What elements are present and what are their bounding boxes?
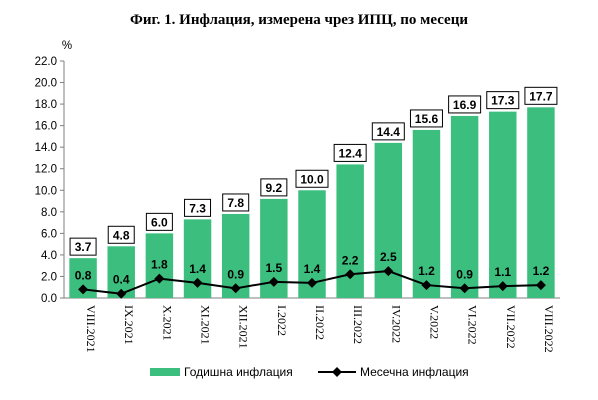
y-tick-label: 22.0 [35,56,57,68]
y-tick-label: 18.0 [35,99,57,111]
y-tick-label: 12.0 [35,164,57,176]
line-point [78,284,89,295]
chart-title: Фиг. 1. Инфлация, измерена чрез ИПЦ, по … [130,12,468,28]
x-tick-label: VIII.2021 [84,305,98,353]
bar-data-label: 17.7 [529,89,553,103]
bar-data-label: 7.3 [189,201,206,215]
bar-data-label-box [333,143,367,162]
line-point [497,281,508,292]
bar-data-label-box [486,91,520,110]
bar-data-label-box [184,198,212,217]
line-data-label: 1.5 [266,261,283,275]
bar [527,107,555,298]
line-point [116,288,127,299]
bar-data-label: 6.0 [151,215,168,229]
y-tick-label: 0.0 [41,293,57,305]
legend-label-annual: Годишна инфлация [184,365,293,379]
bar-data-label: 7.8 [227,196,244,210]
bar-data-label: 16.9 [453,98,477,112]
line-data-label: 2.2 [342,253,359,267]
y-tick-label: 14.0 [35,142,57,154]
line-point [383,266,394,277]
bar-data-label: 17.3 [491,94,515,108]
x-tick-label: XI.2021 [199,305,213,345]
y-tick-label: 8.0 [41,207,57,219]
x-tick-label: IX.2021 [122,305,136,345]
line-data-label: 1.8 [151,258,168,272]
line-data-label: 1.2 [418,264,435,278]
line-point [268,276,279,287]
x-tick-label: V.2022 [427,305,441,339]
x-tick-label: IV.2022 [389,305,403,343]
line-point [345,269,356,280]
y-axis-label: % [62,40,72,52]
bar-data-label: 15.6 [415,112,439,126]
bar-data-label-box [409,109,443,128]
plot-area: 0.0 2.0 4.0 6.0 8.0 10.0 12.0 14.0 16.0 18.0 20.0 2… [35,56,560,353]
line-point [459,283,470,294]
legend-marker-monthly [332,367,342,377]
bar-data-label: 4.8 [113,228,130,242]
y-tick-label: 16.0 [35,121,57,133]
bar [450,115,479,298]
bar [145,233,174,298]
bar [412,129,441,298]
y-tick-label: 20.0 [35,78,57,90]
bar-data-label-box [295,169,329,188]
line-point [535,280,546,291]
x-tick-label: VIII.2022 [542,305,556,353]
legend-label-monthly: Месечна инфлация [360,365,469,379]
line-data-label: 1.1 [494,265,511,279]
bar-data-label: 9.2 [266,181,283,195]
bar-data-label-box [145,212,173,231]
bar-data-label-box [371,122,405,141]
line-data-label: 1.4 [304,262,321,276]
line-point [307,277,317,288]
line-data-label: 2.5 [380,250,397,264]
y-tick-label: 4.0 [41,250,57,262]
bar-data-label: 10.0 [300,172,324,186]
x-tick-label: X.2021 [160,305,174,341]
line-point [421,280,432,291]
line-data-label: 1.2 [533,264,550,278]
x-tick-label: III.2022 [351,305,365,344]
line-data-label: 0.8 [75,268,92,282]
bar-data-label-box [448,95,482,114]
legend: Годишна инфлация Месечна инфлация [150,365,469,379]
x-tick-label: VI.2022 [466,305,480,345]
x-tick-label: II.2022 [313,305,327,340]
line-data-label: 0.9 [456,267,473,281]
bar [489,111,517,298]
bar-data-label-box [222,193,250,212]
line-point [154,273,165,284]
line-data-label: 0.9 [227,267,244,281]
bar-data-label: 14.4 [377,125,401,139]
bar-data-label-box [69,237,97,256]
line-data-label: 1.4 [189,262,206,276]
bar-data-label-box [260,178,288,197]
line-data-label: 0.4 [113,273,130,287]
bar-data-label: 12.4 [338,146,362,160]
x-tick-label: XII.2021 [237,305,251,349]
y-tick-label: 10.0 [35,185,57,197]
y-tick-label: 6.0 [41,228,57,240]
line-point [230,283,241,294]
bar-data-label: 3.7 [75,240,92,254]
x-tick-label: VII.2022 [504,305,518,349]
y-tick-label: 2.0 [41,271,57,283]
line-point [192,277,203,288]
legend-swatch-annual [150,368,180,376]
bar-data-label-box [107,225,135,244]
x-tick-label: I.2022 [275,305,289,336]
bar-data-label-box [524,86,558,105]
